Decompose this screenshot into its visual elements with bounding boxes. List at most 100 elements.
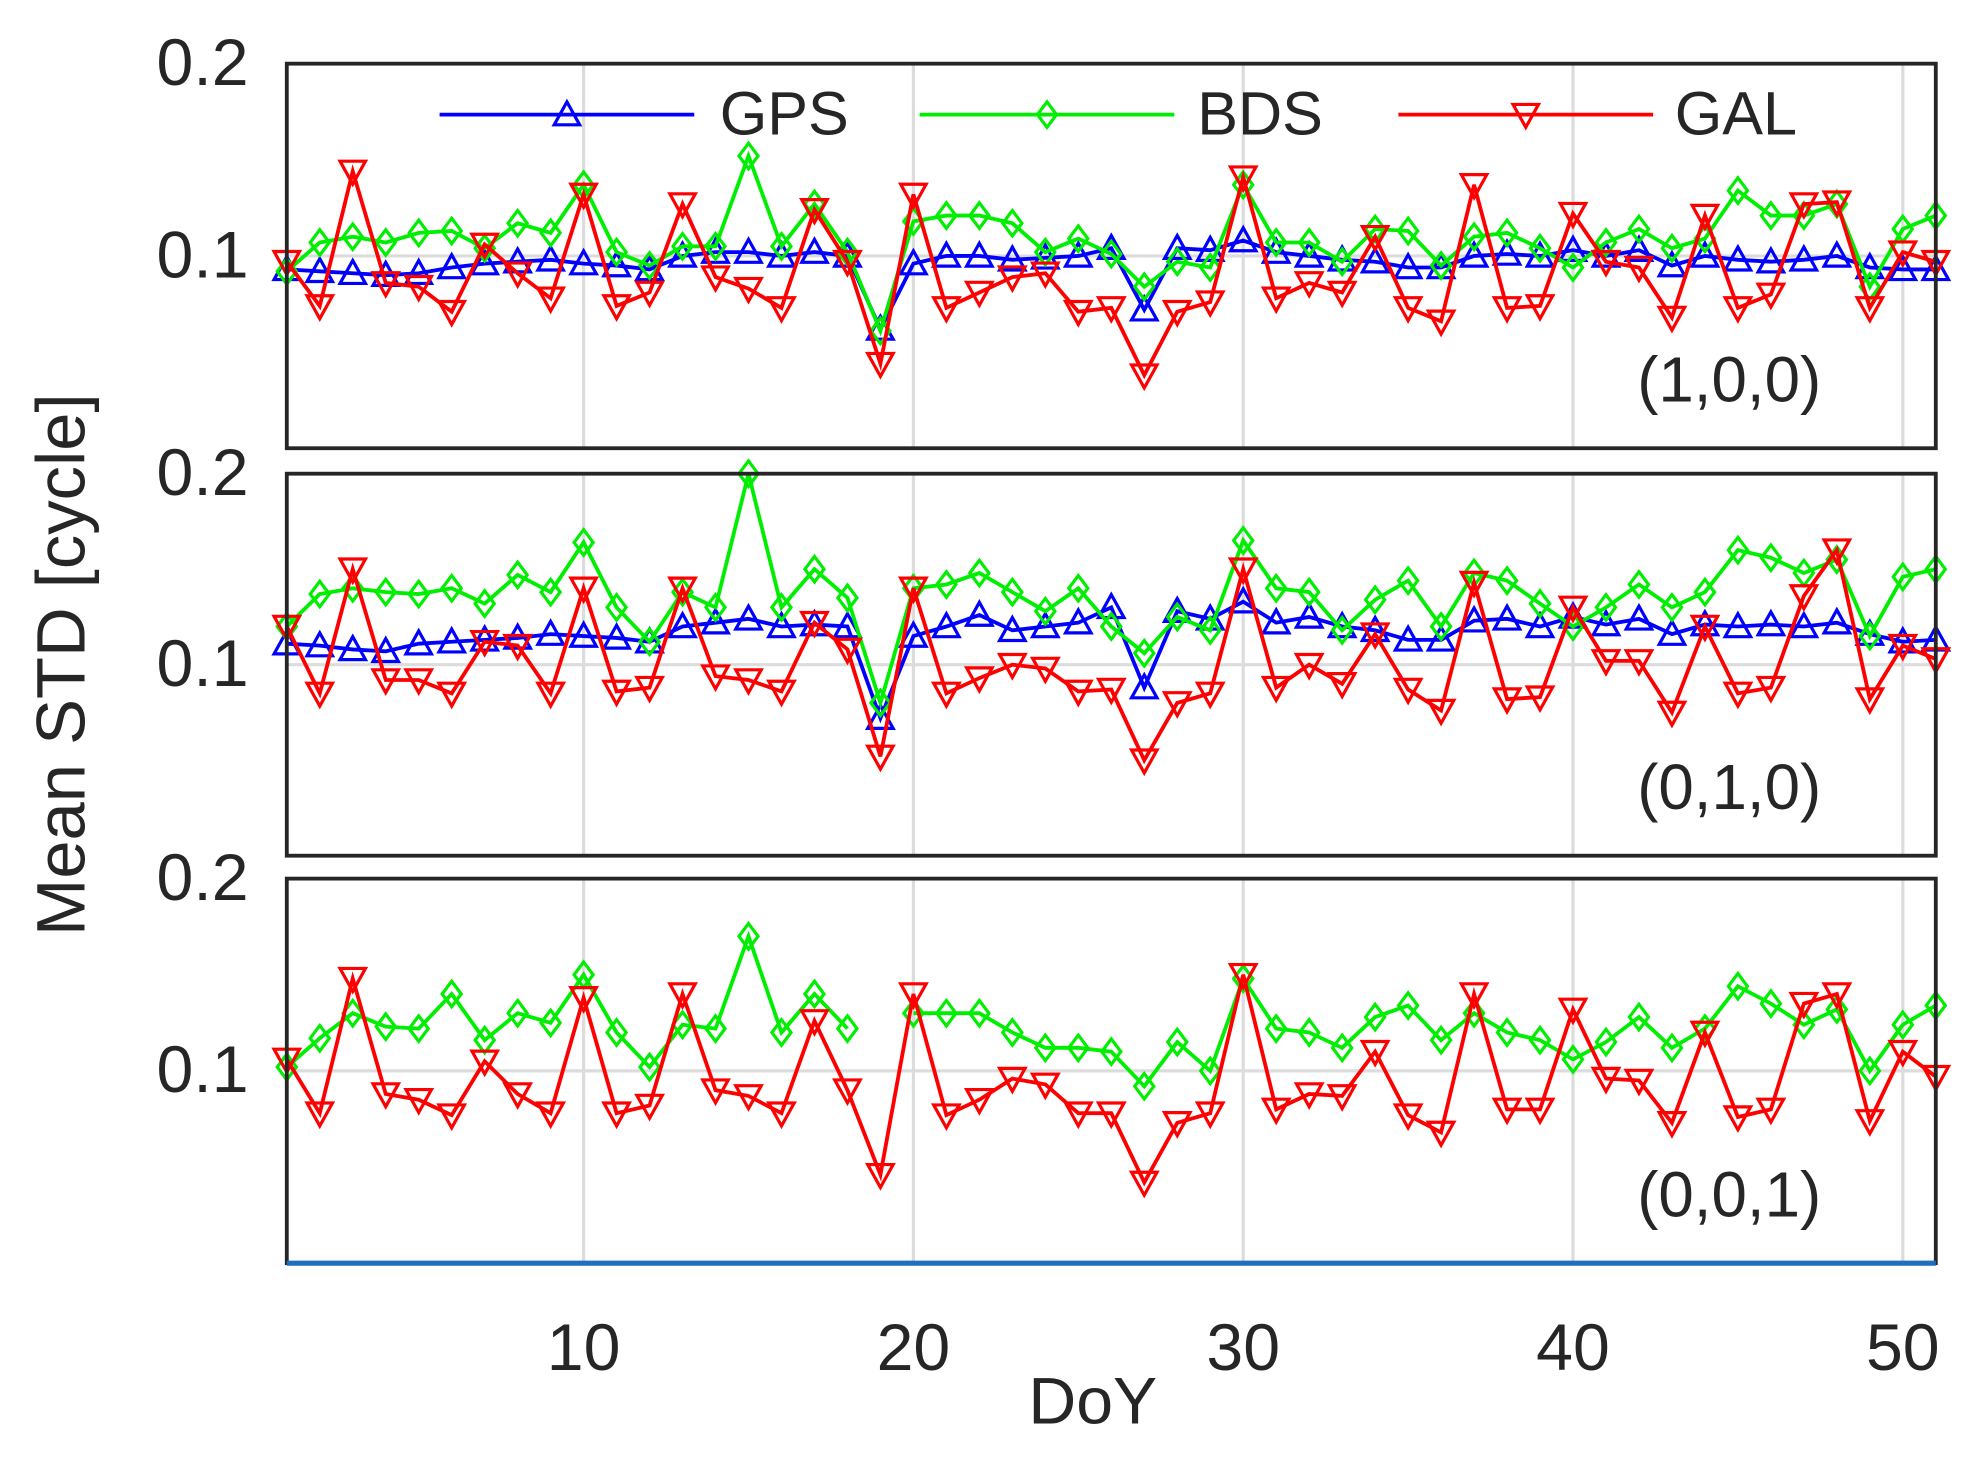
data-point bbox=[832, 249, 863, 278]
data-point bbox=[996, 1066, 1028, 1095]
data-point bbox=[1462, 221, 1486, 253]
data-point bbox=[1425, 1120, 1457, 1149]
data-point bbox=[1590, 249, 1622, 278]
data-point bbox=[1491, 602, 1523, 631]
data-point bbox=[1462, 997, 1486, 1029]
data-point bbox=[1326, 280, 1358, 309]
data-point bbox=[1792, 200, 1816, 231]
series-line bbox=[286, 599, 1936, 724]
data-point bbox=[440, 978, 464, 1010]
data-point bbox=[1594, 592, 1618, 623]
data-point bbox=[700, 606, 731, 635]
data-point bbox=[1689, 203, 1721, 232]
data-point bbox=[1528, 588, 1552, 619]
x-axis-label: DoY bbox=[1028, 1364, 1157, 1438]
data-point bbox=[1000, 207, 1024, 239]
data-point bbox=[1194, 290, 1226, 319]
data-point bbox=[308, 227, 332, 258]
data-point bbox=[1627, 1001, 1651, 1033]
data-point bbox=[897, 982, 929, 1010]
data-point bbox=[733, 236, 764, 264]
data-point bbox=[1029, 656, 1061, 685]
data-point bbox=[304, 1101, 336, 1130]
data-point bbox=[440, 572, 464, 604]
data-point bbox=[1392, 296, 1424, 324]
data-point bbox=[568, 576, 600, 605]
data-point bbox=[736, 458, 761, 490]
data-point bbox=[568, 986, 600, 1014]
data-point bbox=[1198, 1055, 1222, 1087]
data-point bbox=[1854, 1109, 1886, 1137]
data-point bbox=[1689, 239, 1721, 268]
data-point bbox=[1722, 243, 1754, 272]
data-point bbox=[1623, 255, 1655, 284]
data-point bbox=[736, 140, 761, 172]
data-point bbox=[1396, 565, 1420, 597]
data-point bbox=[1095, 1101, 1127, 1130]
data-point bbox=[1660, 1032, 1684, 1064]
data-point bbox=[535, 681, 567, 710]
data-point bbox=[700, 664, 731, 693]
data-point bbox=[868, 687, 892, 719]
data-point bbox=[1359, 1039, 1391, 1068]
data-point bbox=[1264, 227, 1288, 258]
data-point bbox=[1458, 570, 1490, 599]
data-point bbox=[469, 629, 501, 658]
data-point bbox=[1392, 623, 1424, 652]
data-point bbox=[963, 1087, 995, 1116]
data-point bbox=[1858, 620, 1882, 652]
data-point bbox=[407, 578, 431, 610]
data-point bbox=[1689, 608, 1721, 637]
data-point bbox=[337, 966, 369, 995]
data-point bbox=[1491, 238, 1523, 266]
data-point bbox=[1099, 611, 1123, 642]
data-point bbox=[605, 592, 629, 623]
data-point bbox=[1887, 1039, 1919, 1068]
data-point bbox=[337, 159, 369, 188]
data-point bbox=[996, 614, 1028, 643]
data-point bbox=[1062, 606, 1094, 635]
data-point bbox=[700, 265, 731, 294]
data-point bbox=[799, 1009, 830, 1037]
data-point bbox=[1491, 1097, 1523, 1126]
data-point bbox=[1099, 238, 1123, 270]
data-point bbox=[1425, 623, 1457, 652]
data-point bbox=[1821, 538, 1853, 567]
data-point bbox=[1429, 1024, 1453, 1056]
data-point bbox=[535, 618, 567, 646]
data-point bbox=[304, 294, 336, 322]
data-point bbox=[638, 1051, 662, 1083]
data-point bbox=[1359, 224, 1391, 253]
data-point bbox=[1033, 236, 1057, 268]
data-point bbox=[341, 221, 365, 253]
data-point bbox=[1660, 592, 1684, 623]
data-point bbox=[1656, 305, 1688, 334]
data-point bbox=[1755, 608, 1787, 637]
x-tick-label: 40 bbox=[1536, 1311, 1610, 1385]
data-point bbox=[407, 217, 431, 249]
data-point bbox=[667, 239, 698, 268]
data-point bbox=[897, 620, 929, 648]
data-point bbox=[1458, 239, 1490, 268]
data-point bbox=[1458, 604, 1490, 633]
data-point bbox=[502, 1082, 534, 1110]
data-point bbox=[1887, 240, 1919, 269]
data-point bbox=[802, 978, 827, 1010]
data-point bbox=[1590, 649, 1622, 677]
data-point bbox=[1821, 239, 1853, 268]
legend-marker bbox=[551, 98, 583, 127]
data-point bbox=[1627, 213, 1651, 245]
data-point bbox=[1293, 1082, 1325, 1110]
panel: 0.1 0.2 (0,1,0) bbox=[157, 436, 1952, 858]
series-line bbox=[285, 930, 849, 1070]
data-point bbox=[539, 1007, 563, 1039]
series-line bbox=[285, 971, 1937, 1187]
data-point bbox=[1590, 1066, 1622, 1095]
data-point bbox=[403, 668, 435, 696]
data-point bbox=[1330, 614, 1354, 646]
data-point bbox=[1429, 611, 1453, 642]
data-point bbox=[1066, 223, 1090, 255]
data-point bbox=[469, 623, 501, 652]
